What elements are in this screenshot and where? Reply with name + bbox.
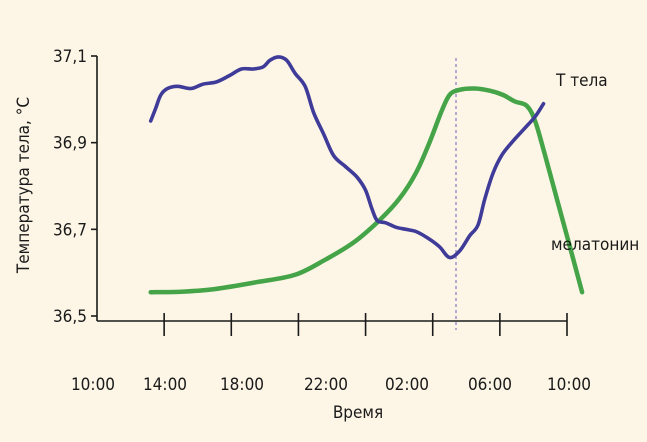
x-tick-label: 10:00 [71, 375, 115, 395]
x-tick-label: 22:00 [304, 375, 348, 395]
x-tick-label: 18:00 [220, 375, 264, 395]
y-tick-label: 36,9 [53, 134, 87, 154]
y-tick-label: 37,1 [53, 47, 87, 67]
x-axis-label: Время [333, 403, 383, 423]
series-lines [148, 55, 585, 295]
series-line-melatonin [148, 86, 585, 295]
x-tick-label: 02:00 [385, 375, 429, 395]
y-axis-label: Температура тела, °С [14, 97, 34, 274]
series-label-temperature: Т тела [555, 71, 608, 91]
x-tick-label: 10:00 [547, 375, 591, 395]
y-axis: 36,5 36,7 36,9 37,1 [53, 47, 98, 327]
y-tick-label: 36,5 [53, 307, 87, 327]
series-label-melatonin: мелатонин [551, 235, 639, 255]
x-tick-label: 14:00 [143, 375, 187, 395]
y-tick-label: 36,7 [53, 220, 87, 240]
x-axis: 10:00 14:00 18:00 22:00 02:00 06:00 10:00 [71, 313, 591, 395]
x-tick-label: 06:00 [468, 375, 512, 395]
series-line-temperature [148, 55, 546, 260]
